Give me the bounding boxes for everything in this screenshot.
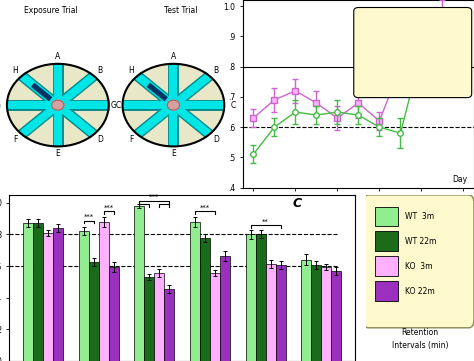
Bar bbox=[210, 273, 220, 361]
Text: ***: *** bbox=[200, 204, 210, 210]
Circle shape bbox=[167, 100, 180, 110]
FancyBboxPatch shape bbox=[375, 231, 399, 251]
Bar bbox=[311, 265, 321, 361]
Text: D: D bbox=[213, 135, 219, 144]
Bar bbox=[276, 265, 286, 361]
Text: Exposure Trial: Exposure Trial bbox=[24, 6, 78, 15]
Bar bbox=[89, 262, 99, 361]
Text: WT  3m: WT 3m bbox=[405, 212, 434, 221]
Text: KO 22m: KO 22m bbox=[405, 287, 435, 296]
Text: D: D bbox=[97, 135, 103, 144]
Bar bbox=[53, 228, 63, 361]
Bar bbox=[246, 235, 255, 361]
Text: ***: *** bbox=[83, 214, 94, 220]
Bar bbox=[331, 271, 341, 361]
Bar bbox=[79, 231, 89, 361]
FancyBboxPatch shape bbox=[375, 206, 399, 226]
Text: B: B bbox=[98, 66, 103, 75]
Text: KO  3m: KO 3m bbox=[405, 262, 432, 271]
Text: **: ** bbox=[262, 218, 269, 225]
Text: G: G bbox=[110, 101, 116, 110]
Text: F: F bbox=[13, 135, 18, 144]
Text: ***: *** bbox=[149, 194, 159, 200]
FancyBboxPatch shape bbox=[375, 281, 399, 301]
Text: E: E bbox=[55, 149, 60, 158]
Bar bbox=[43, 233, 53, 361]
Bar bbox=[255, 234, 265, 361]
Bar bbox=[33, 223, 43, 361]
Text: B: B bbox=[213, 66, 219, 75]
Legend: WT, KO: WT, KO bbox=[365, 11, 401, 39]
Text: Day: Day bbox=[452, 175, 467, 184]
Bar bbox=[301, 260, 311, 361]
Text: G: G bbox=[0, 101, 1, 110]
Text: H: H bbox=[12, 66, 18, 75]
Bar bbox=[164, 289, 174, 361]
Bar bbox=[99, 222, 109, 361]
Bar bbox=[154, 273, 164, 361]
Bar bbox=[190, 222, 200, 361]
Text: Retention: Retention bbox=[401, 328, 438, 337]
Circle shape bbox=[52, 100, 64, 110]
Text: C: C bbox=[292, 197, 302, 210]
Bar bbox=[134, 206, 144, 361]
Text: A: A bbox=[171, 52, 176, 61]
FancyBboxPatch shape bbox=[363, 195, 474, 328]
Text: ***: *** bbox=[103, 204, 114, 210]
Text: Intervals (min): Intervals (min) bbox=[392, 341, 448, 350]
Text: C: C bbox=[115, 101, 120, 110]
Bar bbox=[109, 267, 118, 361]
Text: E: E bbox=[171, 149, 176, 158]
Text: F: F bbox=[129, 135, 133, 144]
Text: A: A bbox=[55, 52, 60, 61]
Text: WT 22m: WT 22m bbox=[405, 237, 437, 246]
Text: C: C bbox=[231, 101, 236, 110]
Bar bbox=[265, 264, 276, 361]
Bar bbox=[200, 238, 210, 361]
FancyBboxPatch shape bbox=[354, 8, 472, 97]
Text: Test Trial: Test Trial bbox=[164, 6, 197, 15]
FancyBboxPatch shape bbox=[375, 256, 399, 276]
Bar bbox=[321, 267, 331, 361]
Circle shape bbox=[7, 64, 109, 147]
Bar bbox=[23, 223, 33, 361]
Bar bbox=[144, 277, 154, 361]
Bar bbox=[220, 256, 230, 361]
Circle shape bbox=[123, 64, 224, 147]
Text: H: H bbox=[128, 66, 134, 75]
